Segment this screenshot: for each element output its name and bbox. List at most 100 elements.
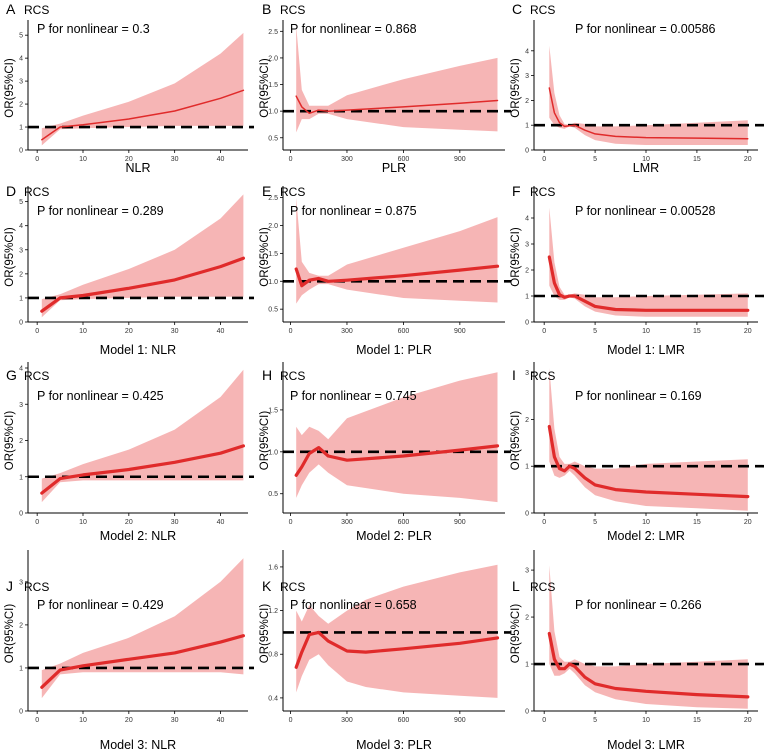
ci-band [296,197,498,304]
x-tick-label: 600 [398,519,410,526]
x-axis-title: NLR [125,161,150,175]
x-tick-label: 20 [744,328,752,335]
or-curve [547,255,750,312]
x-tick-label: 10 [79,717,87,724]
y-tick-label: 1 [525,464,529,471]
p-nonlinear-annotation: P for nonlinear = 0.425 [37,389,164,403]
x-tick-label: 300 [341,717,353,724]
x-axis-title: LMR [633,161,659,175]
p-nonlinear-annotation: P for nonlinear = 0.3 [37,22,150,36]
ci-band [41,369,244,503]
ci-band [41,32,244,146]
ci-band [41,194,244,318]
panel-a: 0 10 20 30 40 0 1 2 3 4 5 A RCS P for nonlinear = 0.3… [4,1,254,175]
panel-title: RCS [530,580,555,594]
x-tick-label: 30 [171,328,179,335]
panel-k: 0 300 600 900 0.4 0.8 1.2 1.6 K RCS P for nonlinea… [259,550,511,752]
x-tick-label: 15 [693,717,701,724]
y-axis-title: OR(95%CI) [4,227,16,287]
p-nonlinear-annotation: P for nonlinear = 0.266 [575,598,702,612]
x-tick-label: 15 [693,156,701,163]
panel-title: RCS [530,369,555,383]
y-tick-label: 0 [525,709,529,716]
x-tick-label: 0 [35,717,39,724]
x-tick-label: 900 [454,519,466,526]
panel-title: RCS [530,3,555,17]
y-tick-label: 1 [525,294,529,301]
panel-letter: F [512,183,521,199]
x-axis-title: Model 2: NLR [100,529,176,543]
y-tick-label: 0 [19,148,23,155]
y-tick-label: 1.5 [268,251,278,258]
x-axis-title: PLR [382,161,406,175]
y-tick-label: 1 [19,665,23,672]
x-tick-label: 20 [744,519,752,526]
x-tick-label: 40 [217,328,225,335]
x-tick-label: 10 [642,717,650,724]
or-curve [294,444,500,477]
panel-letter: L [512,578,520,594]
y-axis-title: OR(95%CI) [259,227,271,287]
panel-letter: C [512,1,522,17]
y-tick-label: 0.5 [268,491,278,498]
x-tick-label: 10 [642,328,650,335]
x-tick-label: 600 [398,156,410,163]
panel-f: 0 5 10 15 20 0 1 2 3 4 F RCS P for nonlinear = 0.005… [510,183,764,357]
y-tick-label: 1.5 [268,407,278,414]
panel-letter: G [6,367,17,383]
ci-band [296,564,498,698]
panel-j: 0 10 20 30 40 0 1 2 3J RCS P for nonlinear = 0.429… [4,550,254,752]
x-tick-label: 30 [171,519,179,526]
y-axis-title: OR(95%CI) [259,411,271,471]
y-tick-label: 1.2 [268,608,278,615]
panel-title: RCS [24,3,49,17]
or-curve [40,444,245,495]
y-tick-label: 5 [19,199,23,206]
y-tick-label: 1.6 [268,564,278,571]
x-tick-label: 0 [289,328,293,335]
x-axis-title: Model 1: LMR [607,343,685,357]
x-axis-title: Model 3: LMR [607,738,685,752]
p-nonlinear-annotation: P for nonlinear = 0.429 [37,598,164,612]
panel-title: RCS [280,185,305,199]
x-axis-title: Model 1: PLR [356,343,432,357]
y-tick-label: 1 [19,474,23,481]
x-axis-title: Model 3: NLR [100,738,176,752]
panel-letter: J [6,578,13,594]
y-tick-label: 2.0 [268,223,278,230]
y-tick-label: 2 [525,98,529,105]
panel-title: RCS [24,369,49,383]
x-tick-label: 40 [217,717,225,724]
x-tick-label: 40 [217,519,225,526]
panel-letter: A [6,1,16,17]
y-tick-label: 3 [525,568,529,575]
ci-band [549,207,748,317]
y-tick-label: 0 [525,320,529,327]
panel-title: RCS [530,185,555,199]
or-curve [40,634,245,689]
p-nonlinear-annotation: P for nonlinear = 0.658 [290,598,417,612]
x-tick-label: 300 [341,519,353,526]
y-tick-label: 0.5 [268,135,278,142]
ci-band [296,26,498,133]
y-tick-label: 3 [525,242,529,249]
x-tick-label: 30 [171,717,179,724]
panel-letter: K [262,578,272,594]
y-tick-label: 2.5 [268,29,278,36]
x-tick-label: 300 [341,156,353,163]
y-tick-label: 0 [19,709,23,716]
y-axis-title: OR(95%CI) [510,58,522,118]
x-tick-label: 600 [398,328,410,335]
x-tick-label: 0 [289,156,293,163]
x-tick-label: 10 [79,328,87,335]
panel-title: RCS [280,3,305,17]
x-tick-label: 0 [542,328,546,335]
x-tick-label: 10 [79,156,87,163]
p-nonlinear-annotation: P for nonlinear = 0.00586 [575,22,716,36]
p-nonlinear-annotation: P for nonlinear = 0.169 [575,389,702,403]
panel-c: 0 5 10 15 20 0 1 2 3 4 C RCS P for nonlinear = 0.005… [510,1,764,175]
ci-band [549,565,748,709]
y-tick-label: 2 [19,102,23,109]
y-tick-label: 3 [19,247,23,254]
